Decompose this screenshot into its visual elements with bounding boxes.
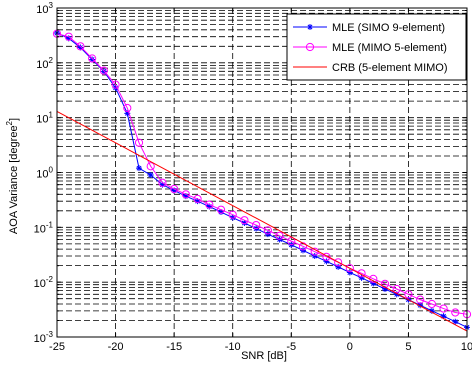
x-tick-label: 0 (347, 341, 353, 353)
x-tick-label: -15 (166, 341, 182, 353)
data-point (218, 209, 224, 216)
data-point (77, 44, 84, 51)
data-point (123, 103, 132, 113)
data-point (357, 269, 366, 278)
data-point (181, 190, 190, 199)
data-point (252, 220, 261, 230)
data-point (89, 56, 96, 63)
y-axis-label: AOA Variance [degree2] (5, 118, 20, 234)
legend-label: MLE (SIMO 9-element) (332, 22, 445, 34)
data-point (65, 35, 72, 42)
data-point (370, 280, 377, 287)
y-tick-label: 10-2 (34, 275, 54, 290)
data-point (88, 54, 97, 63)
data-point (417, 302, 424, 309)
data-point (392, 284, 401, 294)
series-line (56, 110, 468, 332)
data-point (159, 181, 166, 188)
data-point (146, 162, 155, 171)
legend-label: CRB (5-element MIMO) (332, 62, 448, 74)
legend-label: MLE (MIMO 5-element) (332, 42, 447, 54)
x-tick-label: -20 (108, 341, 124, 353)
y-axis-label-main: AOA Variance [degree (8, 125, 20, 234)
data-point (228, 210, 237, 219)
data-point (287, 237, 296, 246)
x-tick-label: 10 (461, 341, 472, 353)
data-point (335, 263, 342, 270)
data-point (170, 184, 179, 194)
data-point (452, 318, 459, 325)
data-point (334, 258, 343, 267)
data-point (134, 138, 144, 147)
y-tick-labels: 10-3 10-2 10-1 100 101 102 103 (34, 1, 54, 345)
data-point (346, 269, 353, 276)
data-point (76, 42, 85, 51)
data-point (206, 203, 213, 210)
data-point (404, 290, 413, 299)
x-tick-label: -5 (286, 341, 296, 353)
x-tick-label: -25 (49, 341, 65, 353)
data-point (439, 304, 448, 313)
data-point (182, 193, 189, 200)
legend-swatch-marker (305, 42, 315, 52)
data-point (147, 172, 154, 179)
x-axis-label: SNR [dB] (241, 350, 287, 362)
data-point (240, 216, 249, 225)
data-point (323, 258, 330, 265)
data-point (99, 66, 108, 75)
x-tick-labels: -25 -20 -15 -10 -5 0 5 10 (49, 341, 472, 353)
data-point (216, 205, 226, 214)
series-2 (52, 29, 472, 319)
y-tick-label: 101 (36, 111, 53, 126)
y-tick-label: 10-1 (34, 220, 54, 235)
data-point (158, 178, 167, 187)
data-point (263, 226, 272, 235)
series-3 (56, 110, 468, 332)
data-point (427, 299, 436, 309)
data-point (241, 219, 248, 226)
data-point (194, 198, 201, 205)
data-point (440, 313, 447, 320)
data-point (382, 286, 388, 293)
y-axis-label-sup: 2 (5, 120, 14, 125)
y-tick-label: 103 (36, 1, 53, 16)
data-point (322, 252, 331, 261)
y-tick-label: 10-3 (34, 330, 54, 345)
series-line (56, 32, 468, 328)
data-point (311, 253, 318, 260)
legend: MLE (SIMO 9-element) MLE (MIMO 5-element)… (286, 13, 467, 81)
legend-swatch-marker (307, 24, 313, 30)
data-point (111, 80, 120, 89)
data-point (428, 307, 435, 314)
series-line (56, 33, 468, 315)
y-tick-label: 102 (36, 56, 53, 71)
x-tick-label: 5 (405, 341, 411, 353)
data-point (416, 295, 425, 304)
y-tick-label: 100 (36, 166, 53, 181)
y-axis-label-close: ] (8, 118, 20, 121)
data-point (229, 214, 236, 221)
data-point (193, 194, 202, 204)
data-point (451, 308, 460, 317)
data-point (64, 32, 73, 41)
data-point (393, 291, 400, 298)
grid-lines (57, 8, 467, 337)
data-point (136, 165, 142, 172)
data-point (358, 274, 365, 281)
data-point (275, 231, 284, 240)
data-point (124, 110, 131, 117)
data-point (205, 200, 214, 209)
data-point (171, 187, 178, 194)
data-point (345, 264, 354, 273)
axis-ticks (56, 7, 468, 338)
x-tick-label: -10 (225, 341, 241, 353)
